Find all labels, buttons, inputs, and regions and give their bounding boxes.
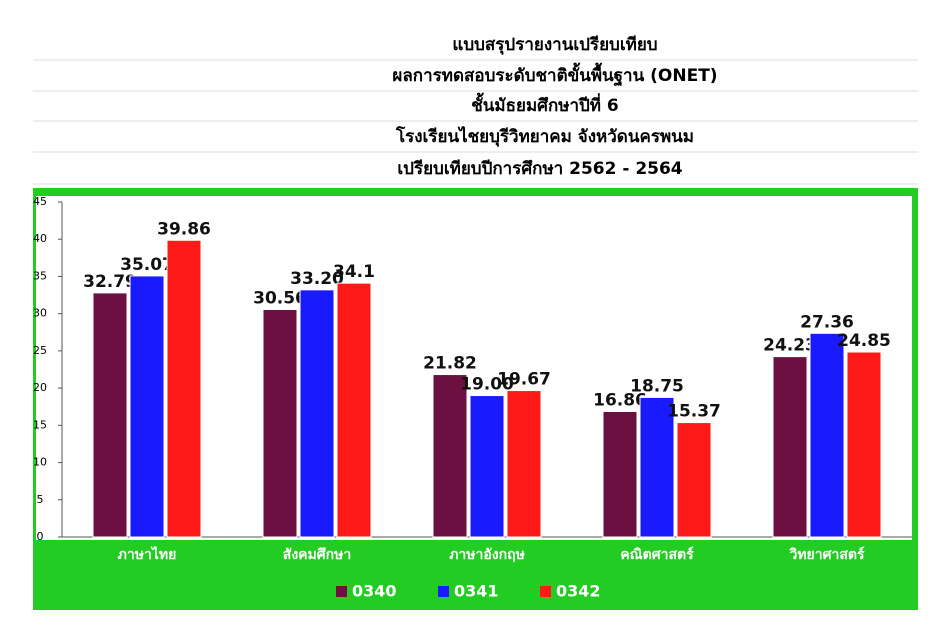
chart-subtitle: เปรียบเทียบปีการศึกษา 2562 - 2564 bbox=[397, 158, 682, 179]
y-tick-label: 0 bbox=[37, 530, 44, 543]
value-label: 15.37 bbox=[667, 402, 721, 422]
y-tick-label: 5 bbox=[37, 493, 44, 506]
y-tick-label: 45 bbox=[33, 195, 47, 208]
bar bbox=[92, 292, 128, 538]
legend-label: 0341 bbox=[454, 582, 499, 601]
title-rules bbox=[33, 59, 918, 185]
y-tick-label: 35 bbox=[33, 269, 47, 282]
chart-title: แบบสรุปรายงานเปรียบเทียบ bbox=[452, 34, 657, 55]
bar bbox=[336, 282, 372, 538]
x-tick-label: ภาษาอังกฤษ bbox=[449, 547, 525, 563]
value-label: 18.75 bbox=[630, 376, 684, 396]
legend-swatch bbox=[540, 586, 551, 597]
x-tick-label: ภาษาไทย bbox=[118, 545, 177, 563]
y-tick-label: 20 bbox=[33, 381, 47, 394]
value-label: 24.85 bbox=[837, 331, 891, 351]
value-label: 30.56 bbox=[253, 288, 307, 308]
y-tick-label: 25 bbox=[33, 344, 47, 357]
bar bbox=[262, 308, 298, 538]
bar bbox=[602, 410, 638, 538]
value-label: 21.82 bbox=[423, 354, 477, 374]
chart-subtitle: ชั้นมัธยมศึกษาปีที่ 6 bbox=[471, 92, 619, 116]
y-tick-label: 10 bbox=[33, 456, 47, 469]
y-tick-label: 40 bbox=[33, 232, 47, 245]
bar bbox=[639, 396, 675, 538]
bar bbox=[809, 332, 845, 538]
value-label: 16.86 bbox=[593, 390, 647, 410]
bar bbox=[166, 239, 202, 538]
bar bbox=[432, 374, 468, 538]
bar bbox=[846, 351, 882, 538]
chart-subtitle: โรงเรียนไชยบุรีวิทยาคม จังหวัดนครพนม bbox=[395, 126, 694, 147]
bar bbox=[299, 289, 335, 538]
value-label: 35.07 bbox=[120, 255, 174, 275]
bar bbox=[129, 275, 165, 538]
legend-swatch bbox=[336, 586, 347, 597]
value-label: 19.00 bbox=[460, 375, 514, 395]
legend-label: 0342 bbox=[556, 582, 601, 601]
value-label: 27.36 bbox=[800, 312, 854, 332]
value-label: 39.86 bbox=[157, 219, 211, 239]
legend-label: 0340 bbox=[352, 582, 397, 601]
bar bbox=[469, 395, 505, 538]
value-label: 24.23 bbox=[763, 336, 817, 356]
legend-swatch bbox=[438, 586, 449, 597]
bar bbox=[676, 422, 712, 538]
bar bbox=[506, 390, 542, 538]
y-tick-label: 30 bbox=[33, 307, 47, 320]
y-tick-label: 15 bbox=[33, 418, 47, 431]
value-label: 32.79 bbox=[83, 272, 137, 292]
x-tick-label: สังคมศึกษา bbox=[283, 546, 351, 563]
bar bbox=[772, 356, 808, 538]
value-label: 19.67 bbox=[497, 370, 551, 390]
x-tick-label: วิทยาศาสตร์ bbox=[788, 546, 865, 563]
chart-subtitle: ผลการทดสอบระดับชาติขั้นพื้นฐาน (ONET) bbox=[392, 62, 717, 87]
value-label: 33.20 bbox=[290, 269, 344, 289]
x-tick-label: คณิตศาสตร์ bbox=[620, 546, 694, 563]
value-label: 34.1 bbox=[333, 262, 375, 282]
